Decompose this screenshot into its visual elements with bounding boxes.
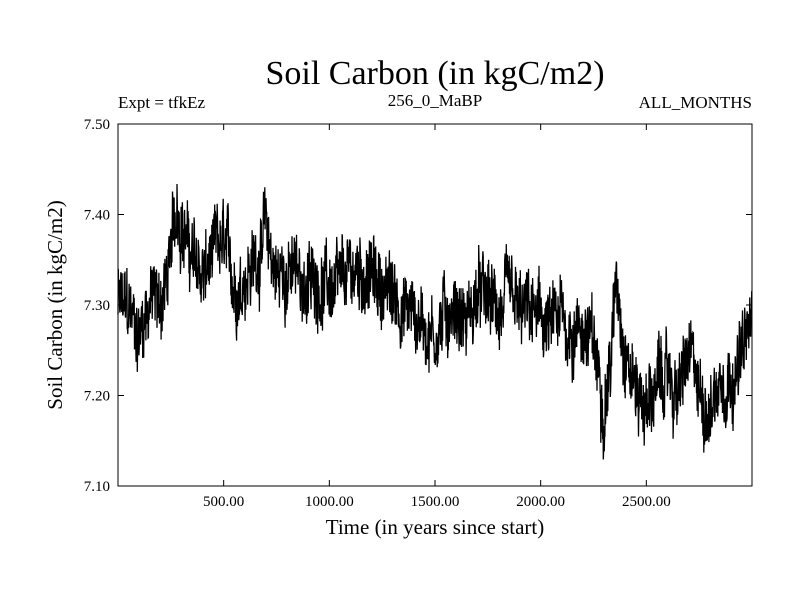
y-tick-label: 7.10 (84, 479, 110, 495)
experiment-label: Expt = tfkEz (118, 93, 205, 112)
plot-area: 500.00 1000.00 1500.00 2000.00 2500.00 7.10 7.… (84, 117, 753, 510)
x-tick-label: 500.00 (203, 494, 244, 510)
plot-frame (117, 123, 753, 487)
chart-title: Soil Carbon (in kgC/m2) (265, 55, 604, 92)
y-tick-label: 7.50 (84, 117, 110, 133)
y-axis-label: Soil Carbon (in kgC/m2) (43, 200, 67, 409)
y-tick-label: 7.30 (84, 298, 110, 314)
period-label: ALL_MONTHS (639, 93, 752, 112)
x-tick-label: 2500.00 (622, 494, 671, 510)
x-tick-label: 2000.00 (516, 494, 565, 510)
soil-carbon-series-line (117, 183, 753, 460)
x-tick-label: 1500.00 (411, 494, 460, 510)
ticks-layer: 500.00 1000.00 1500.00 2000.00 2500.00 7.10 7.… (84, 117, 752, 510)
x-axis-label: Time (in years since start) (326, 515, 545, 539)
y-tick-label: 7.40 (84, 208, 110, 224)
series-layer (117, 183, 753, 460)
y-tick-label: 7.20 (84, 389, 110, 405)
x-tick-label: 1000.00 (305, 494, 354, 510)
chart-subtitle: 256_0_MaBP (388, 91, 482, 110)
